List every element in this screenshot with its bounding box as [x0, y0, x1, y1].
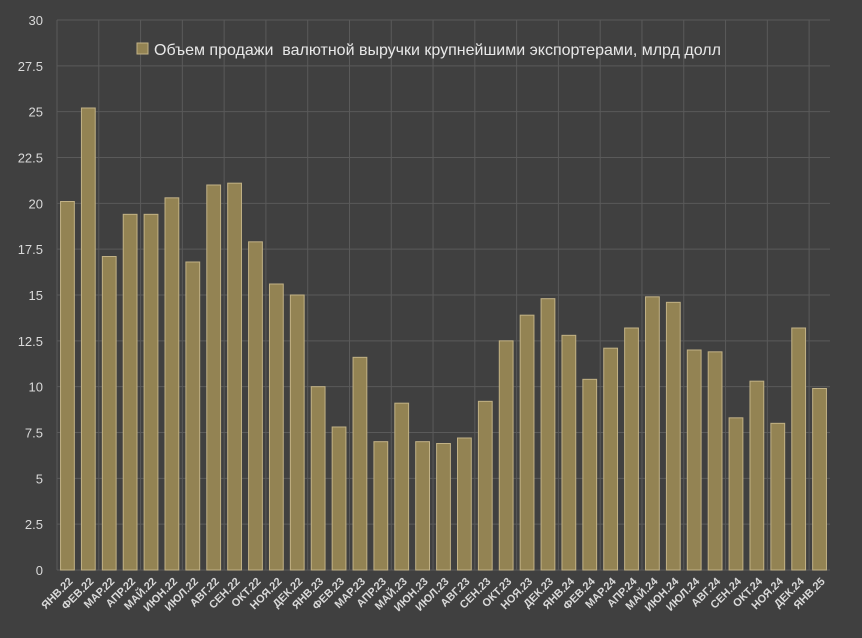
bar [80, 107, 96, 571]
bar [582, 378, 598, 571]
bar [268, 283, 284, 571]
y-tick-label: 2.5 [25, 517, 43, 532]
bar [540, 298, 556, 571]
bar [770, 422, 786, 571]
bar [101, 256, 117, 571]
y-tick-label: 22.5 [18, 151, 43, 166]
y-tick-label: 0 [36, 563, 43, 578]
y-tick-label: 17.5 [18, 242, 43, 257]
bar [373, 441, 389, 571]
y-axis-tick-labels: 0 2.5 5 7.5 10 12.5 15 17.5 20 22.5 25 27.5 30 [18, 13, 43, 578]
bar [457, 437, 472, 571]
bar [645, 296, 660, 571]
y-tick-label: 5 [36, 471, 43, 486]
bar [561, 334, 577, 571]
bar [415, 441, 430, 571]
y-tick-label: 30 [29, 13, 43, 28]
legend-swatch [136, 42, 149, 55]
bar [60, 201, 75, 571]
y-tick-label: 27.5 [18, 59, 43, 74]
bar [603, 347, 619, 571]
bars [60, 107, 827, 571]
bar [665, 301, 681, 571]
y-tick-label: 25 [29, 105, 43, 120]
x-axis-tick-labels: ЯНВ.22ФЕВ.22МАР.22АПР.22МАЙ.22ИЮН.22ИЮЛ.… [39, 574, 827, 614]
bar [185, 261, 201, 571]
bar [477, 400, 493, 571]
legend-label: Объем продажи валютной выручки крупнейши… [154, 42, 721, 59]
bar [206, 184, 222, 571]
bar [728, 417, 744, 571]
bar [352, 356, 368, 571]
y-tick-label: 10 [29, 380, 43, 395]
bar [624, 327, 639, 571]
bar [164, 197, 180, 571]
bar [749, 380, 765, 571]
bar [394, 402, 410, 571]
bar [686, 349, 702, 571]
legend: Объем продажи валютной выручки крупнейши… [136, 42, 721, 59]
bar [227, 182, 242, 571]
bar [248, 241, 263, 571]
bar [812, 388, 827, 571]
bar [707, 351, 723, 571]
bar [436, 443, 451, 571]
bar [519, 314, 535, 571]
bar [122, 213, 138, 571]
bar [143, 213, 159, 571]
bar [310, 386, 326, 571]
bar [498, 340, 514, 571]
bar [791, 327, 807, 571]
bar [331, 426, 347, 571]
y-tick-label: 12.5 [18, 334, 43, 349]
bar [289, 294, 305, 571]
y-tick-label: 7.5 [25, 426, 43, 441]
y-tick-label: 20 [29, 196, 43, 211]
y-tick-label: 15 [29, 288, 43, 303]
